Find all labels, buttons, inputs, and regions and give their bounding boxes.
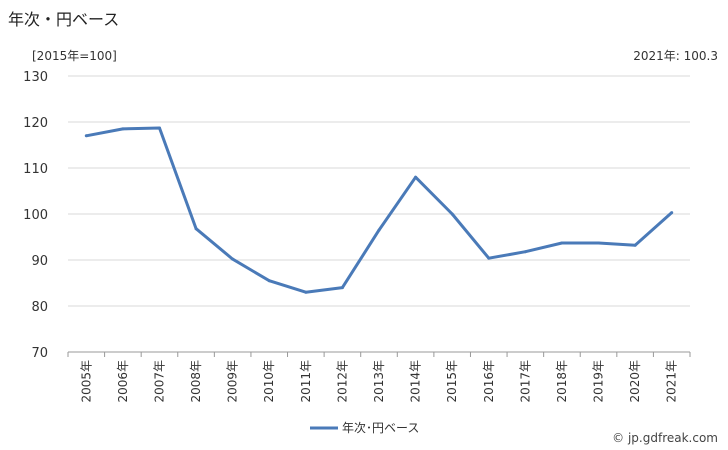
unit-label: [2015年=100] — [32, 49, 117, 63]
data-point — [157, 126, 161, 130]
x-tick-label: 2009年 — [226, 360, 240, 403]
legend: 年次･円ベース — [310, 421, 419, 435]
data-point — [633, 243, 637, 247]
data-point — [121, 127, 125, 131]
y-tick-label: 100 — [23, 208, 48, 223]
data-point — [560, 241, 564, 245]
y-tick-label: 130 — [23, 70, 48, 85]
data-point — [304, 290, 308, 294]
x-tick-label: 2018年 — [555, 360, 569, 403]
data-point — [487, 256, 491, 260]
series-line — [86, 126, 673, 294]
x-tick-label: 2005年 — [79, 360, 93, 403]
data-point — [377, 228, 381, 232]
y-tick-label: 110 — [23, 162, 48, 177]
data-point — [450, 212, 454, 216]
y-tick-label: 80 — [31, 300, 48, 315]
x-tick-label: 2010年 — [262, 360, 276, 403]
data-point — [194, 227, 198, 231]
latest-value-note: 2021年: 100.3 — [633, 49, 718, 63]
y-tick-label: 70 — [31, 346, 48, 361]
x-tick-label: 2008年 — [189, 360, 203, 403]
x-tick-label: 2017年 — [518, 360, 532, 403]
x-tick-label: 2016年 — [482, 360, 496, 403]
data-point — [414, 175, 418, 179]
legend-label: 年次･円ベース — [342, 421, 419, 435]
x-tick-label: 2012年 — [335, 360, 349, 403]
grid-lines — [68, 75, 690, 353]
data-point — [670, 211, 674, 215]
series-layer — [84, 126, 674, 294]
y-tick-label: 120 — [23, 116, 48, 131]
x-tick-label: 2019年 — [592, 360, 606, 403]
x-tick-label: 2021年 — [665, 360, 679, 403]
data-point — [523, 250, 527, 254]
x-axis-ticks: 2005年 2006年 2007年 2008年 2009年 2010年 2011年 2012年… — [67, 352, 691, 403]
y-axis-ticks: 70 80 90 100 110 120 130 — [23, 70, 48, 361]
data-point — [231, 257, 235, 261]
data-point — [267, 279, 271, 283]
x-tick-label: 2015年 — [445, 360, 459, 403]
chart-title: 年次・円ベース — [8, 10, 120, 29]
source-credit: © jp.gdfreak.com — [612, 431, 718, 445]
x-tick-label: 2007年 — [152, 360, 166, 403]
x-tick-label: 2020年 — [628, 360, 642, 403]
x-tick-label: 2011年 — [299, 360, 313, 403]
x-tick-label: 2014年 — [409, 360, 423, 403]
x-tick-label: 2006年 — [116, 360, 130, 403]
x-tick-label: 2013年 — [372, 360, 386, 403]
y-tick-label: 90 — [31, 254, 48, 269]
data-point — [84, 134, 88, 138]
data-point — [340, 286, 344, 290]
data-point — [597, 241, 601, 245]
